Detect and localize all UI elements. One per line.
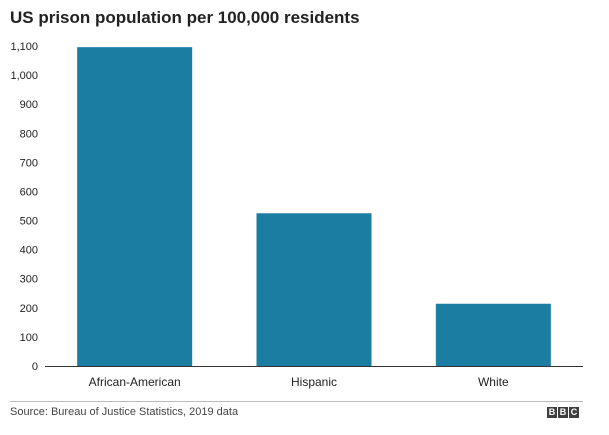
y-tick-label: 900 <box>20 99 38 111</box>
bbc-logo-letter: B <box>558 407 568 418</box>
bar-chart: 0 100 200 300 400 500 600 700 800 900 1,000 1,100 A… <box>10 41 583 389</box>
bars <box>77 47 551 366</box>
bbc-logo-letter: C <box>569 407 579 418</box>
x-axis-labels: African-American Hispanic White <box>89 375 509 389</box>
source-note: Source: Bureau of Justice Statistics, 20… <box>10 406 239 418</box>
bar-white <box>435 303 551 366</box>
y-tick-label: 0 <box>32 361 38 373</box>
y-tick-label: 600 <box>20 186 38 198</box>
y-tick-label: 800 <box>20 128 38 140</box>
y-tick-label: 300 <box>20 274 38 286</box>
y-tick-label: 200 <box>20 303 38 315</box>
y-tick-label: 1,000 <box>10 70 38 82</box>
chart-title: US prison population per 100,000 residen… <box>10 8 360 27</box>
y-tick-label: 400 <box>20 245 38 257</box>
y-tick-label: 100 <box>20 332 38 344</box>
y-axis-ticks: 0 100 200 300 400 500 600 700 800 900 1,000 1,100 <box>10 41 38 373</box>
x-tick-label: Hispanic <box>291 375 337 389</box>
y-tick-label: 1,100 <box>10 41 38 53</box>
y-tick-label: 700 <box>20 157 38 169</box>
bar-african-american <box>77 47 193 366</box>
bbc-logo-letter: B <box>547 407 557 418</box>
x-tick-label: African-American <box>89 375 181 389</box>
bar-hispanic <box>256 213 372 366</box>
footer-divider <box>10 401 583 402</box>
x-tick-label: White <box>478 375 509 389</box>
y-tick-label: 500 <box>20 216 38 228</box>
bbc-logo: B B C <box>547 407 579 418</box>
